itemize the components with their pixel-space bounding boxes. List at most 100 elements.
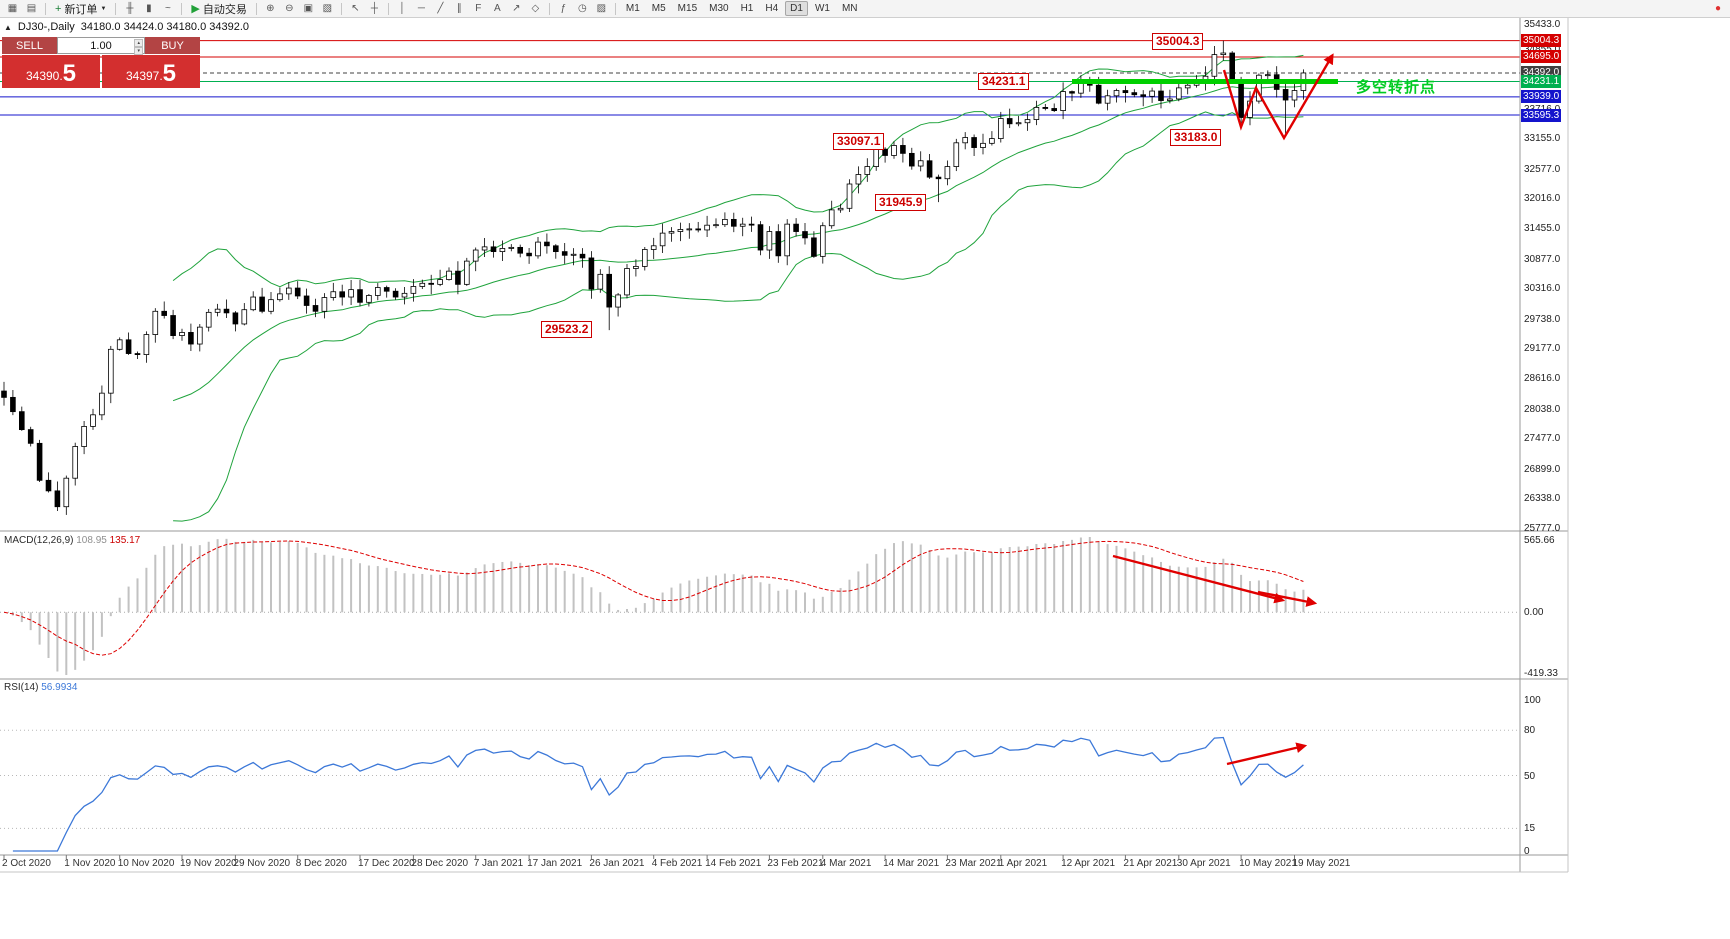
price-axis-label: 31455.0	[1524, 223, 1561, 235]
cursor-icon[interactable]: ↖	[351, 2, 360, 14]
toolbar-separator	[614, 2, 616, 15]
volume-down-icon[interactable]: ▾	[134, 47, 143, 55]
sell-button[interactable]: SELL	[2, 37, 57, 54]
rsi-plot	[0, 729, 1520, 852]
price-flag-label[interactable]: 33183.0	[1170, 129, 1222, 146]
macd-plot	[0, 537, 1520, 675]
buy-price-button[interactable]: 34397. 5	[102, 55, 200, 88]
time-axis-label: 17 Dec 2020	[358, 858, 415, 869]
trendline-icon[interactable]: ╱	[437, 2, 444, 14]
price-flag-label[interactable]: 31945.9	[875, 194, 927, 211]
timeframe-h4[interactable]: H4	[765, 3, 779, 14]
price-axis-label: 30877.0	[1524, 253, 1561, 265]
timeframe-d1[interactable]: D1	[785, 1, 808, 16]
toolbar-separator	[548, 2, 550, 15]
auto-arrange-icon[interactable]: ▧	[322, 2, 333, 14]
text-tool-icon[interactable]: A	[494, 2, 501, 14]
trend-arrow-rsi_up[interactable]	[1226, 742, 1308, 766]
fibonacci-icon[interactable]: F	[475, 2, 482, 14]
bar-chart-icon[interactable]: ╫	[126, 2, 134, 14]
trend-arrow-macd_short[interactable]	[1257, 590, 1318, 607]
zoom-in-icon[interactable]: ⊕	[266, 2, 275, 14]
time-axis-label: 14 Feb 2021	[705, 858, 762, 869]
time-axis-label: 29 Nov 2020	[233, 858, 291, 869]
time-axis-label: 23 Feb 2021	[767, 858, 824, 869]
time-axis-label: 4 Feb 2021	[651, 858, 703, 869]
horizontal-line-icon[interactable]: ─	[417, 2, 425, 14]
channel-icon[interactable]: ∥	[456, 2, 462, 14]
price-axis-label: 26338.0	[1524, 493, 1561, 505]
chart-title-row: ▲ DJ30-,Daily 34180.0 34424.0 34180.0 34…	[4, 21, 249, 33]
arrow-tool-icon[interactable]: ↗	[512, 2, 521, 14]
drawn-arrows[interactable]	[1112, 53, 1334, 766]
vertical-line-icon[interactable]: │	[399, 2, 406, 14]
timeframe-m30[interactable]: M30	[709, 3, 729, 14]
toolbar: ▦ ▤ + 新订单 ▼ ╫ ▮ ~ ▶ 自动交易 ⊕ ⊖ ▣ ▧ ↖ ┼ │ ─ ╱ ∥ F A ↗ ◇ ƒ ◷ ▨ M1 M5 M15 M…	[0, 0, 1730, 18]
price-flag-label[interactable]: 33097.1	[833, 133, 885, 150]
crosshair-icon[interactable]: ┼	[370, 2, 378, 14]
price-axis-label: 32577.0	[1524, 163, 1561, 175]
panel-separators	[0, 18, 1569, 873]
one-click-collapse-icon[interactable]: ▲	[4, 22, 12, 32]
chart-profiles-icon[interactable]: ▤	[26, 2, 37, 14]
auto-trading-button[interactable]: ▶ 自动交易	[191, 3, 247, 16]
volume-stepper[interactable]: ▴ ▾	[134, 39, 143, 55]
price-axis-badge: 33595.3	[1521, 108, 1562, 122]
toolbar-separator	[255, 2, 257, 15]
line-chart-icon[interactable]: ~	[164, 2, 171, 14]
sell-price-button[interactable]: 34390. 5	[2, 55, 100, 88]
price-flag-label[interactable]: 29523.2	[541, 321, 593, 338]
timeframe-h1[interactable]: H1	[740, 3, 754, 14]
price-axis-badge: 34695.0	[1521, 50, 1562, 64]
trend-arrow-macd_down[interactable]	[1112, 554, 1286, 604]
auto-trading-button-icon: ▶	[191, 3, 200, 15]
buy-button[interactable]: BUY	[145, 37, 200, 54]
connection-status-icon[interactable]: ●	[1714, 3, 1721, 14]
turning-point-label[interactable]: 多空转折点	[1356, 79, 1437, 96]
time-axis-label: 26 Jan 2021	[589, 858, 645, 869]
timeframe-m5[interactable]: M5	[651, 3, 666, 14]
price-axis-label: 26899.0	[1524, 463, 1561, 475]
price-axis-label: 27477.0	[1524, 433, 1561, 445]
macd-main-value: 108.95	[76, 535, 107, 546]
chart-ohlc-values: 34180.0 34424.0 34180.0 34392.0	[80, 21, 249, 33]
time-axis-label: 7 Jan 2021	[473, 858, 524, 869]
indicators-icon[interactable]: ƒ	[560, 2, 567, 14]
templates-icon[interactable]: ▨	[596, 2, 607, 14]
rsi-axis-label: 15	[1524, 823, 1536, 835]
macd-signal-value: 135.17	[109, 535, 141, 546]
price-flag-label[interactable]: 35004.3	[1152, 33, 1204, 50]
new-order-button[interactable]: + 新订单 ▼	[55, 2, 107, 16]
volume-field[interactable]: 1.00 ▴ ▾	[57, 37, 145, 55]
price-flag-label[interactable]: 34231.1	[978, 73, 1030, 90]
volume-up-icon[interactable]: ▴	[134, 39, 143, 47]
timeframe-w1[interactable]: W1	[814, 3, 830, 14]
volume-value: 1.00	[90, 39, 112, 52]
rsi-value: 56.9934	[41, 682, 78, 693]
price-axis-label: 32016.0	[1524, 193, 1561, 205]
zoom-out-icon[interactable]: ⊖	[285, 2, 294, 14]
sell-price-big-digit: 5	[62, 60, 77, 87]
sell-price-small: 34390.	[25, 69, 63, 83]
macd-name: MACD(12,26,9)	[4, 535, 74, 546]
level-lines[interactable]	[0, 40, 1520, 116]
rsi-name: RSI(14)	[4, 682, 39, 693]
timeframe-m1[interactable]: M1	[625, 3, 640, 14]
rsi-axis-label: 100	[1524, 695, 1541, 706]
price-axis-label: 34855.0	[1524, 43, 1561, 55]
price-axis-label: 28038.0	[1524, 403, 1561, 415]
new-chart-icon[interactable]: ▦	[7, 2, 18, 14]
timeframe-m15[interactable]: M15	[677, 3, 698, 14]
candlesticks	[1, 40, 1307, 515]
timeframe-mn[interactable]: MN	[841, 3, 858, 14]
candlestick-chart-icon[interactable]: ▮	[146, 2, 152, 14]
periods-icon[interactable]: ◷	[577, 2, 587, 14]
shapes-icon[interactable]: ◇	[531, 2, 540, 14]
tile-windows-icon[interactable]: ▣	[303, 2, 314, 14]
time-axis-label: 4 Mar 2021	[820, 858, 872, 869]
price-axis-label: 29177.0	[1524, 343, 1561, 355]
toolbar-separator	[181, 2, 183, 15]
trend-arrow-main_trend[interactable]	[1222, 53, 1334, 141]
